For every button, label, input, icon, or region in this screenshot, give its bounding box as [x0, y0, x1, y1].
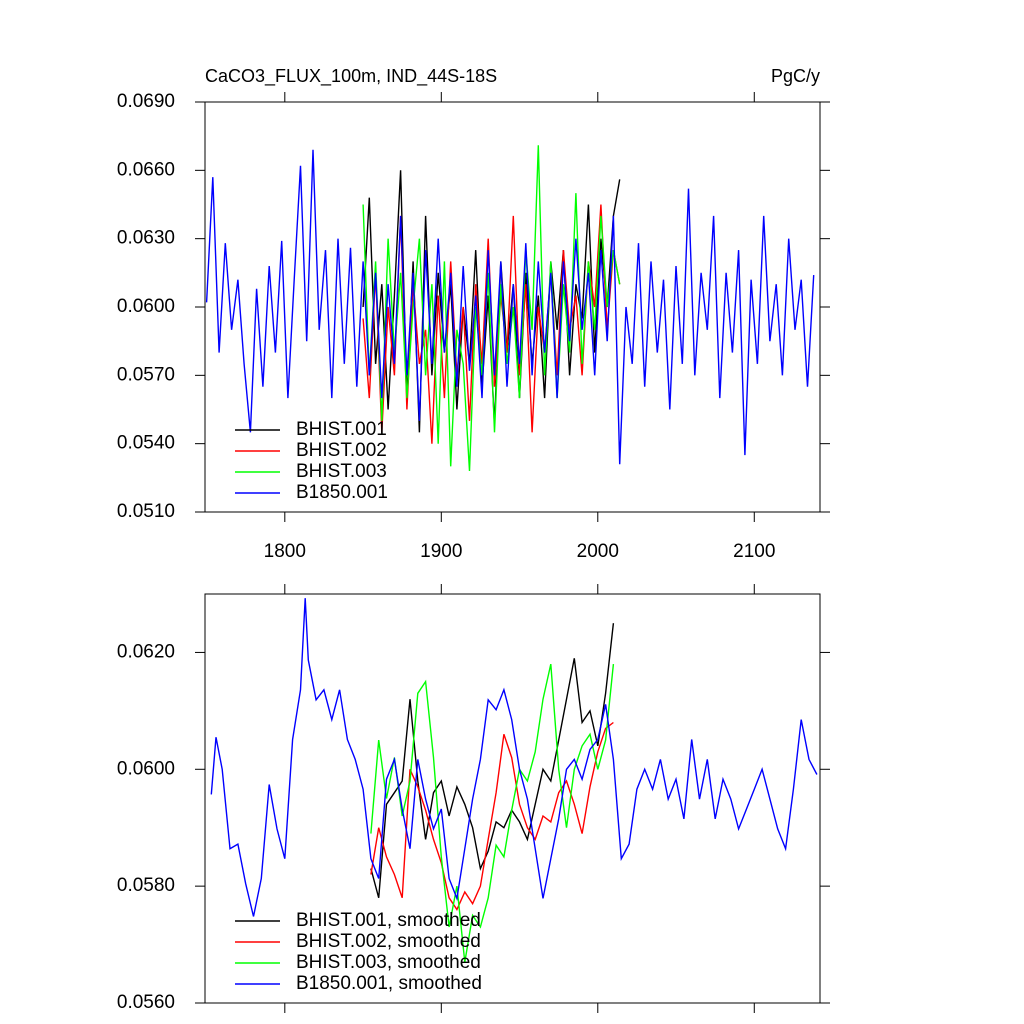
y-tick-label: 0.0620 [117, 641, 175, 662]
y-tick-label: 0.0690 [117, 91, 175, 112]
y-tick-label: 0.0540 [117, 433, 175, 454]
y-tick-label: 0.0600 [117, 758, 175, 779]
series-line [205, 149, 815, 465]
y-tick-label: 0.0570 [117, 364, 175, 385]
y-tick-label: 0.0600 [117, 296, 175, 317]
x-tick-label: 2100 [733, 541, 775, 562]
y-tick-label: 0.0580 [117, 875, 175, 896]
y-tick-label: 0.0560 [117, 992, 175, 1013]
x-tick-label: 2000 [577, 541, 619, 562]
chart-title: CaCO3_FLUX_100m, IND_44S-18S [205, 66, 497, 87]
legend-label: BHIST.001, smoothed [296, 910, 481, 931]
legend-label: BHIST.003 [296, 461, 387, 482]
plot-frame [204, 593, 821, 1004]
x-tick-label: 1800 [264, 541, 306, 562]
legend-label: B1850.001, smoothed [296, 973, 482, 994]
series-line [362, 145, 621, 472]
legend-label: BHIST.002, smoothed [296, 931, 481, 952]
legend-label: BHIST.003, smoothed [296, 952, 481, 973]
legend-label: BHIST.002 [296, 440, 387, 461]
units-label: PgC/y [771, 66, 820, 86]
y-tick-label: 0.0630 [117, 228, 175, 249]
y-tick-label: 0.0660 [117, 159, 175, 180]
plot-frame [204, 101, 821, 513]
series-line [370, 663, 615, 963]
y-tick-label: 0.0510 [117, 501, 175, 522]
series-line [210, 598, 818, 917]
series-line [370, 721, 614, 911]
series-line [370, 623, 615, 898]
x-tick-label: 1900 [420, 541, 462, 562]
legend-label: B1850.001 [296, 482, 388, 503]
legend-label: BHIST.001 [296, 419, 387, 440]
